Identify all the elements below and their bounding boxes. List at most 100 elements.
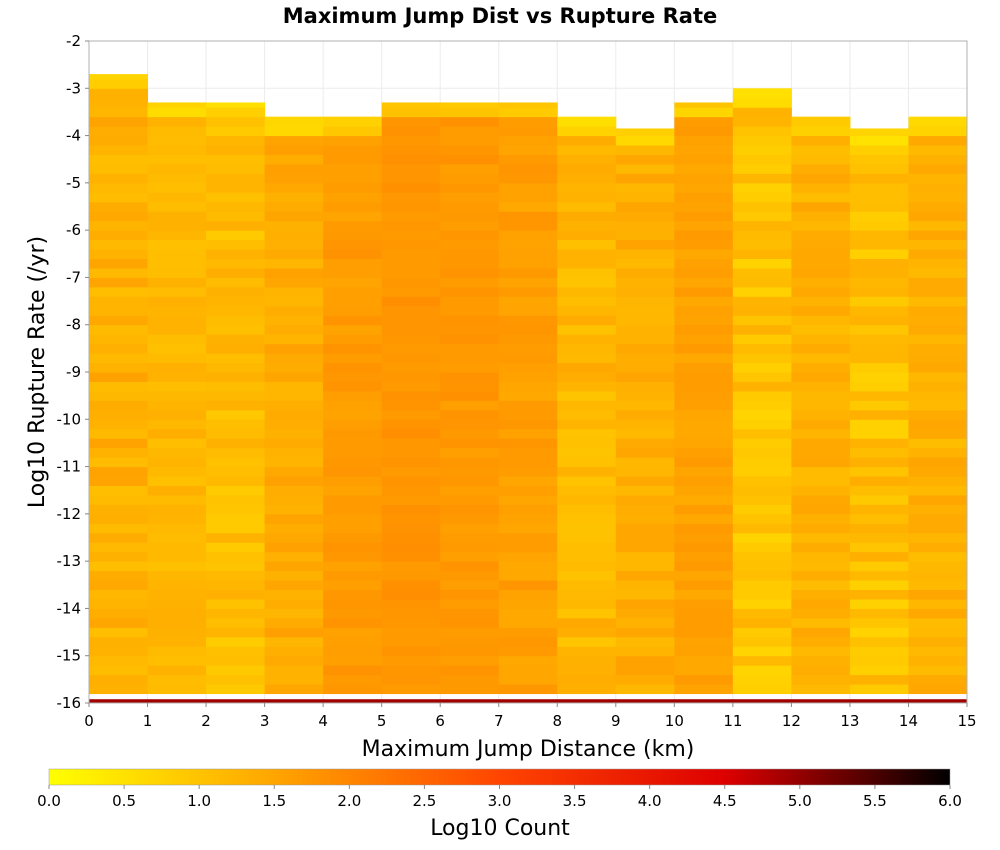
heatmap-cell: [147, 513, 207, 524]
heatmap-cell: [674, 617, 734, 628]
heatmap-cell: [791, 116, 851, 127]
heatmap-cell: [849, 334, 909, 345]
heatmap-cell: [323, 428, 383, 439]
heatmap-cell: [498, 163, 558, 174]
heatmap-cell: [381, 513, 441, 524]
heatmap-cell: [791, 258, 851, 269]
heatmap-cell: [206, 646, 266, 657]
heatmap-cell: [381, 400, 441, 411]
heatmap-cell: [147, 305, 207, 316]
heatmap-cell: [440, 277, 500, 288]
heatmap-cell: [498, 636, 558, 647]
y-tick-label: -4: [66, 127, 81, 145]
heatmap-cell: [264, 608, 324, 619]
heatmap-cell: [849, 513, 909, 524]
heatmap-cell: [381, 239, 441, 250]
heatmap-cell: [147, 561, 207, 572]
heatmap-cell: [615, 145, 675, 155]
heatmap-cell: [381, 419, 441, 430]
heatmap-cell: [732, 684, 792, 695]
heatmap-cell: [498, 315, 558, 326]
heatmap-cell: [440, 267, 500, 278]
heatmap-cell: [147, 409, 207, 420]
x-tick-label: 13: [840, 712, 859, 730]
heatmap-cell: [791, 135, 851, 146]
heatmap-cell: [557, 428, 617, 439]
colorbar-tick-label: 0.0: [37, 792, 61, 810]
heatmap-cell: [264, 334, 324, 345]
heatmap-cell: [674, 116, 734, 127]
heatmap-cell: [791, 211, 851, 222]
heatmap-cell: [908, 154, 968, 165]
heatmap-cell: [89, 315, 149, 326]
heatmap-cell: [908, 636, 968, 647]
heatmap-cell: [732, 636, 792, 647]
heatmap-cell: [498, 608, 558, 619]
heatmap-cell: [498, 135, 558, 146]
heatmap-cell: [264, 542, 324, 553]
heatmap-cell: [206, 627, 266, 638]
heatmap-cell: [89, 504, 149, 515]
heatmap-cell: [381, 163, 441, 174]
heatmap-cell: [147, 249, 207, 260]
heatmap-cell: [849, 627, 909, 638]
heatmap-cell: [674, 126, 734, 137]
heatmap-cell: [498, 684, 558, 695]
heatmap-cell: [440, 400, 500, 411]
heatmap-cell: [89, 334, 149, 345]
heatmap-cell: [557, 145, 617, 155]
heatmap-cell: [440, 315, 500, 326]
heatmap-cell: [557, 476, 617, 486]
heatmap-cell: [557, 523, 617, 534]
heatmap-cell: [615, 580, 675, 591]
heatmap-cell: [323, 286, 383, 297]
heatmap-cells: [89, 74, 968, 703]
heatmap-cell: [908, 589, 968, 600]
heatmap-cell: [323, 182, 383, 193]
heatmap-cell: [440, 390, 500, 401]
colorbar-tick-label: 4.0: [638, 792, 662, 810]
heatmap-cell: [381, 220, 441, 231]
heatmap-cell: [440, 589, 500, 600]
heatmap-cell: [206, 334, 266, 345]
heatmap-cell: [791, 277, 851, 288]
heatmap-cell: [89, 447, 149, 458]
heatmap-cell: [791, 523, 851, 534]
heatmap-cell: [615, 305, 675, 316]
heatmap-cell: [440, 343, 500, 354]
heatmap-cell: [264, 239, 324, 250]
heatmap-cell: [849, 608, 909, 619]
heatmap-cell: [498, 277, 558, 288]
heatmap-cell: [381, 561, 441, 572]
heatmap-cell: [557, 485, 617, 496]
heatmap-cell: [557, 249, 617, 260]
heatmap-cell: [147, 684, 207, 695]
y-tick-label: -11: [57, 458, 82, 476]
heatmap-cell: [849, 457, 909, 468]
heatmap-cell: [206, 485, 266, 496]
heatmap-cell: [89, 608, 149, 619]
heatmap-cell: [849, 523, 909, 534]
heatmap-cell: [732, 551, 792, 562]
colorbar-label: Log10 Count: [430, 816, 570, 841]
heatmap-cell: [908, 381, 968, 392]
y-tick-label: -8: [66, 316, 81, 334]
heatmap-cell: [381, 598, 441, 609]
heatmap-cell: [732, 126, 792, 137]
heatmap-cell: [674, 334, 734, 345]
y-tick-label: -15: [57, 647, 82, 665]
heatmap-cell: [674, 542, 734, 553]
heatmap-cell: [908, 485, 968, 496]
heatmap-cell: [908, 504, 968, 515]
heatmap-cell: [908, 135, 968, 146]
heatmap-cell: [791, 400, 851, 411]
heatmap-cell: [323, 249, 383, 260]
heatmap-cell: [147, 532, 207, 543]
heatmap-cell: [615, 353, 675, 364]
heatmap-cell: [674, 353, 734, 364]
heatmap-cell: [498, 655, 558, 666]
heatmap-cell: [908, 258, 968, 269]
heatmap-cell: [498, 267, 558, 278]
heatmap-cell: [849, 542, 909, 553]
heatmap-cell: [89, 145, 149, 155]
